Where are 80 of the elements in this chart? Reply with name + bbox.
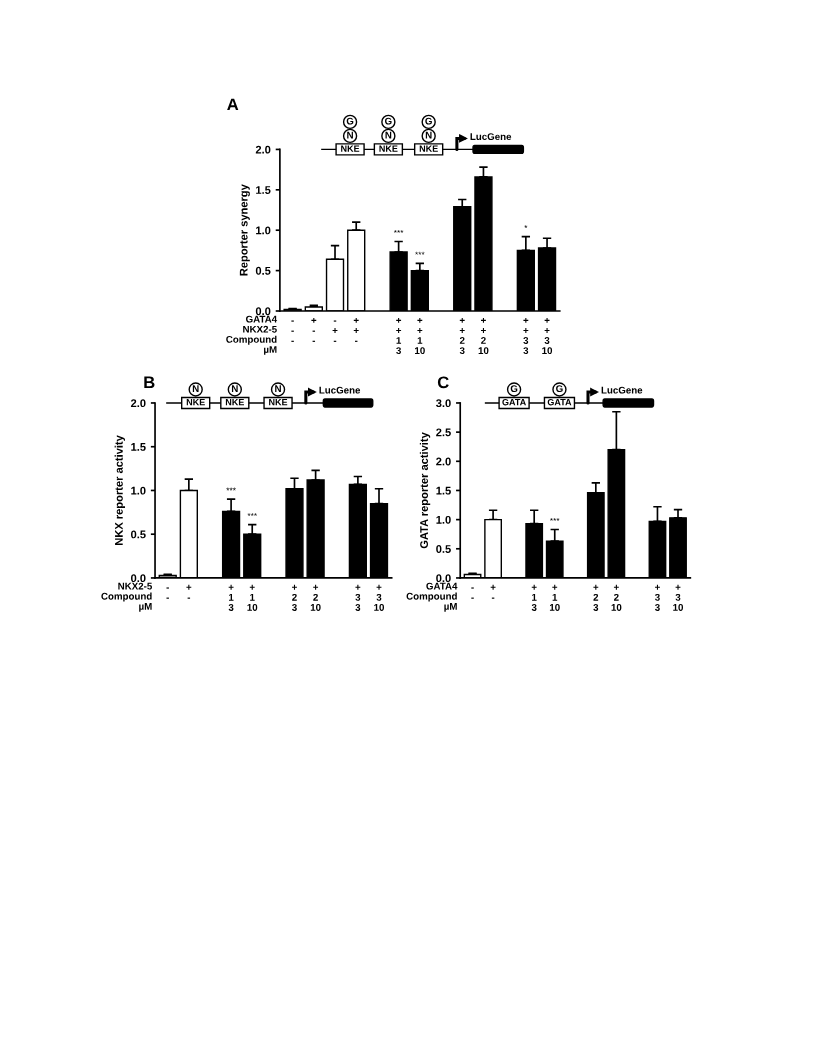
x-tick-label: + - — [490, 584, 496, 599]
text: N — [347, 131, 353, 139]
y-tick-label: 1.5 — [256, 186, 271, 194]
text: LucGene — [601, 386, 643, 394]
text: G — [556, 385, 563, 393]
y-tick-label: 2.0 — [255, 145, 271, 154]
text: LucGene — [319, 386, 361, 394]
x-tick-label: + - - — [311, 317, 317, 342]
y-axis-title: GATA reporter activity — [419, 432, 431, 549]
annotation: NKE — [419, 145, 438, 152]
x-tick-label: - + - — [332, 320, 338, 342]
annotation: *** — [393, 229, 404, 233]
y-tick-label: 0.5 — [436, 545, 451, 553]
x-tick-label: + 3 10 — [673, 584, 684, 611]
y-tick-label: 1.0 — [256, 226, 271, 235]
annotation: * — [524, 225, 528, 228]
annotation: *** — [550, 517, 560, 521]
x-tick-label: + + 1 3 — [396, 317, 402, 355]
annotation: GATA — [547, 399, 572, 406]
x-tick-label: + 1 3 — [228, 584, 234, 611]
x-tick-label: + + 3 3 — [523, 317, 529, 355]
x-tick-label: + + 1 10 — [415, 317, 425, 355]
x-tick-label: + + 2 10 — [478, 317, 489, 355]
y-tick-label: 2.0 — [130, 399, 146, 408]
text: G — [510, 385, 518, 393]
x-tick-label: + 3 10 — [374, 584, 385, 611]
x-tick-label: + 3 3 — [355, 584, 361, 611]
y-tick-label: 1.5 — [131, 443, 146, 451]
x-axis-title: GATA4 NKX2-5 Compound µM — [226, 315, 278, 355]
y-tick-label: 1.0 — [131, 486, 146, 495]
x-tick-label: + + 2 3 — [459, 317, 465, 355]
x-tick-label: + - — [186, 584, 192, 599]
annotation: NKE — [341, 145, 360, 152]
x-axis-title: NKX2-5 Compound µM — [101, 582, 152, 612]
x-tick-label: + 2 3 — [292, 584, 297, 611]
annotation: *** — [226, 487, 236, 491]
x-tick-label: + 3 3 — [654, 584, 660, 611]
text: N — [275, 385, 281, 392]
annotation: *** — [247, 512, 257, 516]
y-tick-label: 0.5 — [255, 266, 271, 275]
y-tick-label: 1.5 — [436, 486, 451, 495]
x-axis-title: GATA4 Compound µM — [406, 582, 458, 612]
text: N — [231, 385, 238, 392]
y-tick-label: 0.0 — [131, 574, 146, 583]
annotation: *** — [415, 251, 425, 255]
annotation: NKE — [186, 399, 205, 406]
chart-title: A — [227, 98, 239, 111]
x-tick-label: + + 3 10 — [542, 317, 553, 355]
text: G — [425, 117, 432, 125]
y-tick-label: 0.0 — [255, 307, 271, 316]
annotation: NKE — [225, 399, 244, 406]
x-tick-label: + + - — [353, 317, 359, 342]
y-tick-label: 3.0 — [436, 399, 451, 408]
y-tick-label: 0.0 — [436, 574, 451, 583]
text: G — [384, 117, 392, 125]
y-tick-label: 2.5 — [436, 428, 451, 437]
y-axis-title: NKX reporter activity — [114, 435, 126, 545]
annotation: NKE — [379, 145, 398, 152]
x-tick-label: + 2 10 — [310, 584, 321, 611]
x-tick-label: + 1 10 — [247, 584, 258, 611]
y-tick-label: 2.0 — [436, 457, 451, 466]
annotation: NKE — [269, 399, 288, 406]
x-tick-label: - - - — [291, 320, 294, 342]
x-tick-label: - - — [166, 587, 169, 599]
y-tick-label: 0.5 — [131, 530, 146, 539]
x-tick-label: + 2 3 — [593, 584, 599, 611]
text: N — [425, 131, 432, 139]
x-tick-label: + 1 10 — [549, 584, 560, 611]
y-axis-title: Reporter synergy — [239, 184, 250, 276]
annotation: GATA — [502, 399, 526, 406]
x-tick-label: - - — [471, 587, 474, 599]
text: LucGene — [470, 133, 512, 141]
chart-title: B — [144, 376, 155, 389]
chart-title: C — [437, 376, 449, 389]
y-tick-label: 1.0 — [436, 515, 451, 524]
text: N — [385, 131, 392, 139]
x-tick-label: + 1 3 — [531, 584, 537, 611]
text: G — [346, 117, 354, 125]
text: N — [192, 385, 199, 392]
x-tick-label: + 2 10 — [611, 584, 622, 611]
